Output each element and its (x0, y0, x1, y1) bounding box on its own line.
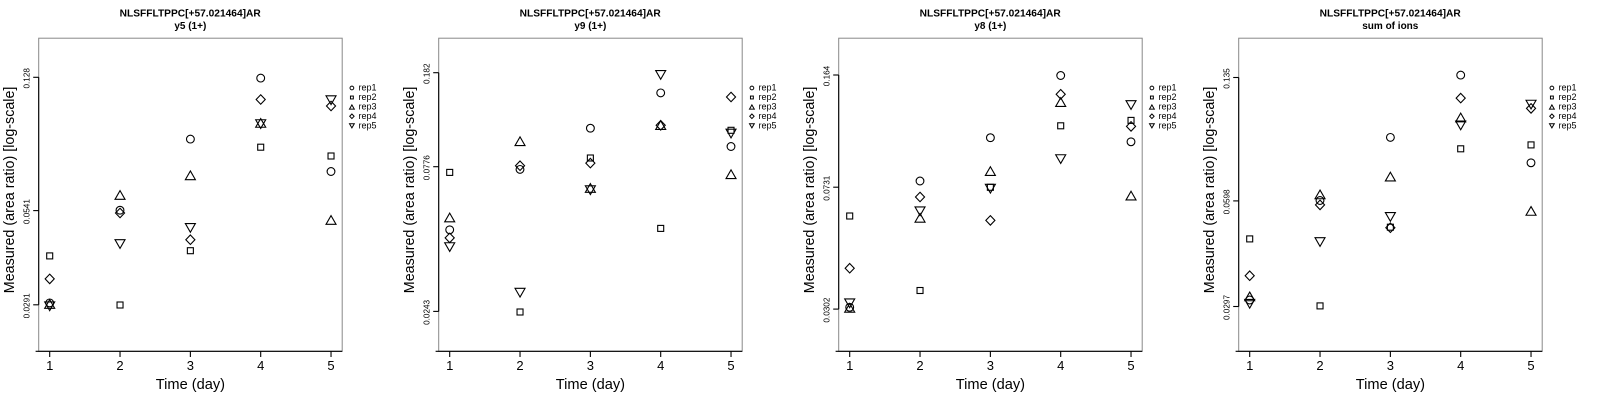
svg-text:0.0302: 0.0302 (822, 297, 831, 322)
svg-text:rep5: rep5 (1559, 120, 1577, 130)
svg-text:3: 3 (187, 358, 194, 373)
svg-text:0.164: 0.164 (822, 65, 831, 86)
svg-text:rep1: rep1 (1559, 83, 1577, 93)
svg-text:4: 4 (1057, 358, 1064, 373)
svg-text:0.0541: 0.0541 (22, 199, 31, 224)
svg-text:2: 2 (116, 358, 123, 373)
svg-text:Measured (area ratio) [log-sca: Measured (area ratio) [log-scale] (2, 87, 18, 294)
svg-text:rep5: rep5 (359, 120, 377, 130)
svg-text:rep3: rep3 (359, 102, 377, 112)
svg-text:3: 3 (1387, 358, 1394, 373)
svg-text:rep3: rep3 (759, 102, 777, 112)
svg-text:rep4: rep4 (1559, 111, 1577, 121)
svg-text:rep3: rep3 (1559, 102, 1577, 112)
svg-text:y8 (1+): y8 (1+) (974, 21, 1006, 32)
svg-text:Time (day): Time (day) (556, 377, 625, 393)
svg-text:rep2: rep2 (759, 92, 777, 102)
svg-text:rep4: rep4 (759, 111, 777, 121)
svg-text:Time (day): Time (day) (956, 377, 1025, 393)
svg-text:1: 1 (846, 358, 853, 373)
svg-text:5: 5 (327, 358, 334, 373)
svg-text:5: 5 (727, 358, 734, 373)
svg-text:5: 5 (1127, 358, 1134, 373)
svg-text:sum of ions: sum of ions (1362, 21, 1419, 32)
svg-text:4: 4 (257, 358, 264, 373)
svg-text:Measured (area ratio) [log-sca: Measured (area ratio) [log-scale] (1202, 87, 1218, 294)
svg-text:rep5: rep5 (759, 120, 777, 130)
svg-text:Measured (area ratio) [log-sca: Measured (area ratio) [log-scale] (802, 87, 818, 294)
svg-text:NLSFFLTPPC[+57.021464]AR: NLSFFLTPPC[+57.021464]AR (920, 9, 1062, 20)
svg-text:NLSFFLTPPC[+57.021464]AR: NLSFFLTPPC[+57.021464]AR (1320, 9, 1462, 20)
svg-text:0.182: 0.182 (422, 63, 431, 84)
svg-text:1: 1 (446, 358, 453, 373)
svg-text:1: 1 (1246, 358, 1253, 373)
svg-text:3: 3 (987, 358, 994, 373)
svg-text:rep1: rep1 (759, 83, 777, 93)
svg-text:y9 (1+): y9 (1+) (574, 21, 606, 32)
svg-text:0.128: 0.128 (22, 68, 31, 89)
svg-text:rep3: rep3 (1159, 102, 1177, 112)
svg-text:0.135: 0.135 (1222, 68, 1231, 89)
svg-text:4: 4 (1457, 358, 1464, 373)
svg-text:Time (day): Time (day) (1356, 377, 1425, 393)
svg-text:0.0243: 0.0243 (422, 299, 431, 324)
svg-text:Time (day): Time (day) (156, 377, 225, 393)
svg-text:rep4: rep4 (359, 111, 377, 121)
svg-text:0.0598: 0.0598 (1222, 189, 1231, 214)
svg-text:0.0731: 0.0731 (822, 175, 831, 200)
svg-text:rep4: rep4 (1159, 111, 1177, 121)
svg-text:rep2: rep2 (359, 92, 377, 102)
svg-text:rep2: rep2 (1559, 92, 1577, 102)
svg-text:5: 5 (1527, 358, 1534, 373)
svg-text:0.0297: 0.0297 (1222, 295, 1231, 320)
svg-text:rep1: rep1 (359, 83, 377, 93)
svg-text:rep5: rep5 (1159, 120, 1177, 130)
svg-text:Measured (area ratio) [log-sca: Measured (area ratio) [log-scale] (402, 87, 418, 294)
svg-text:0.0291: 0.0291 (22, 293, 31, 318)
svg-text:NLSFFLTPPC[+57.021464]AR: NLSFFLTPPC[+57.021464]AR (120, 9, 262, 20)
svg-text:y5 (1+): y5 (1+) (174, 21, 206, 32)
svg-text:2: 2 (916, 358, 923, 373)
svg-text:4: 4 (657, 358, 664, 373)
svg-text:1: 1 (46, 358, 53, 373)
svg-text:3: 3 (587, 358, 594, 373)
svg-text:2: 2 (1316, 358, 1323, 373)
svg-text:0.0776: 0.0776 (422, 155, 431, 180)
svg-text:rep2: rep2 (1159, 92, 1177, 102)
svg-text:2: 2 (516, 358, 523, 373)
svg-text:rep1: rep1 (1159, 83, 1177, 93)
svg-text:NLSFFLTPPC[+57.021464]AR: NLSFFLTPPC[+57.021464]AR (520, 9, 662, 20)
